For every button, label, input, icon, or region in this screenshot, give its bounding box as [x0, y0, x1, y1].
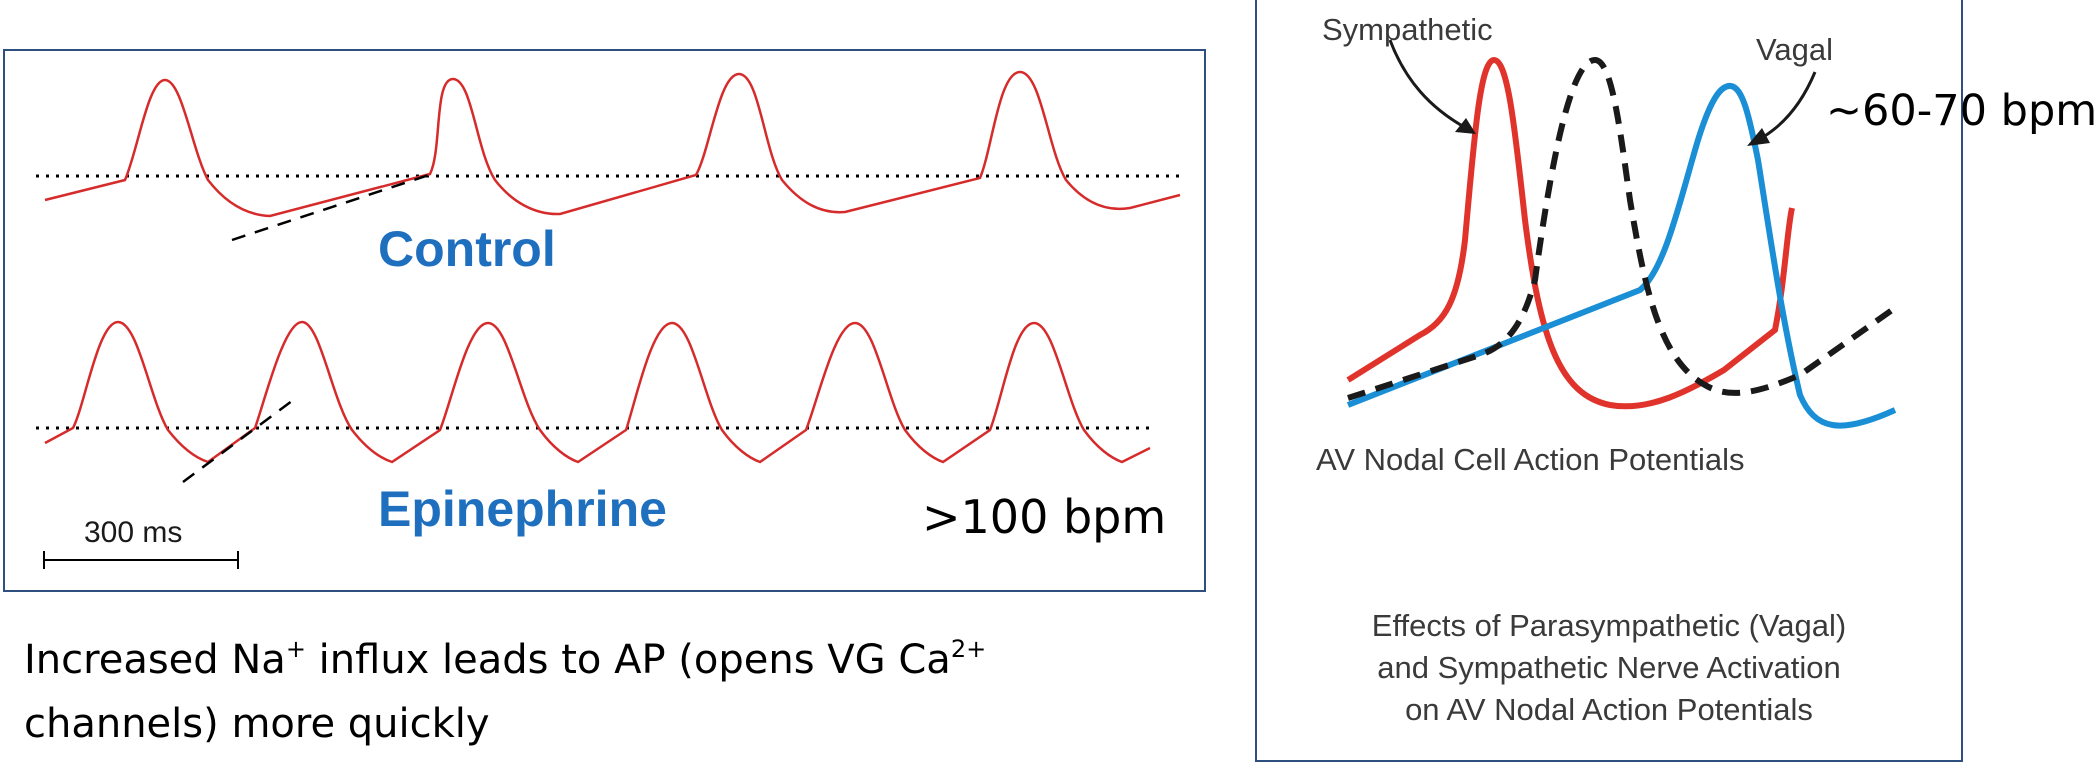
right-panel-caption: Effects of Parasympathetic (Vagal) and S…: [1258, 605, 1960, 731]
control-action-potential-trace: [44, 70, 1181, 218]
sympathetic-arrow: [1388, 39, 1467, 130]
sympathetic-trace: [1346, 56, 1795, 410]
sympathetic-label: Sympathetic: [1322, 12, 1493, 47]
vagal-trace: [1346, 82, 1897, 429]
caption-part-3: channels) more quickly: [24, 701, 490, 747]
caption-superscript-1: +: [285, 635, 306, 663]
av-nodal-subtitle: AV Nodal Cell Action Potentials: [1316, 442, 1745, 477]
vagal-label: Vagal: [1756, 32, 1833, 67]
rate-label-normal: ~60-70 bpm: [1826, 86, 2098, 136]
control-label: Control: [378, 221, 556, 277]
sympathetic-arrowhead: [1455, 118, 1476, 134]
left-panel-frame: [3, 49, 1206, 592]
epinephrine-label: Epinephrine: [378, 481, 667, 537]
right-caption-line-2: and Sympathetic Nerve Activation: [1377, 650, 1841, 685]
caption-part-1: Increased Na: [24, 637, 286, 683]
right-panel-frame: [1255, 0, 1963, 762]
scale-bar-label: 300 ms: [84, 516, 183, 549]
baseline-dashed-trace: [1347, 56, 1897, 401]
vagal-arrowhead: [1747, 128, 1770, 146]
rate-label-fast: >100 bpm: [922, 490, 1167, 544]
caption-part-2: influx leads to AP (opens VG Ca: [305, 637, 951, 683]
caption-superscript-2: 2+: [950, 635, 987, 663]
scale-bar: [43, 551, 239, 569]
right-caption-line-3: on AV Nodal Action Potentials: [1405, 692, 1813, 727]
mechanism-caption: Increased Na+ influx leads to AP (opens …: [24, 628, 1204, 756]
right-caption-line-1: Effects of Parasympathetic (Vagal): [1371, 608, 1847, 643]
epinephrine-action-potential-trace: [44, 320, 1151, 464]
vagal-arrow: [1757, 71, 1817, 142]
control-slope-line: [231, 171, 436, 242]
